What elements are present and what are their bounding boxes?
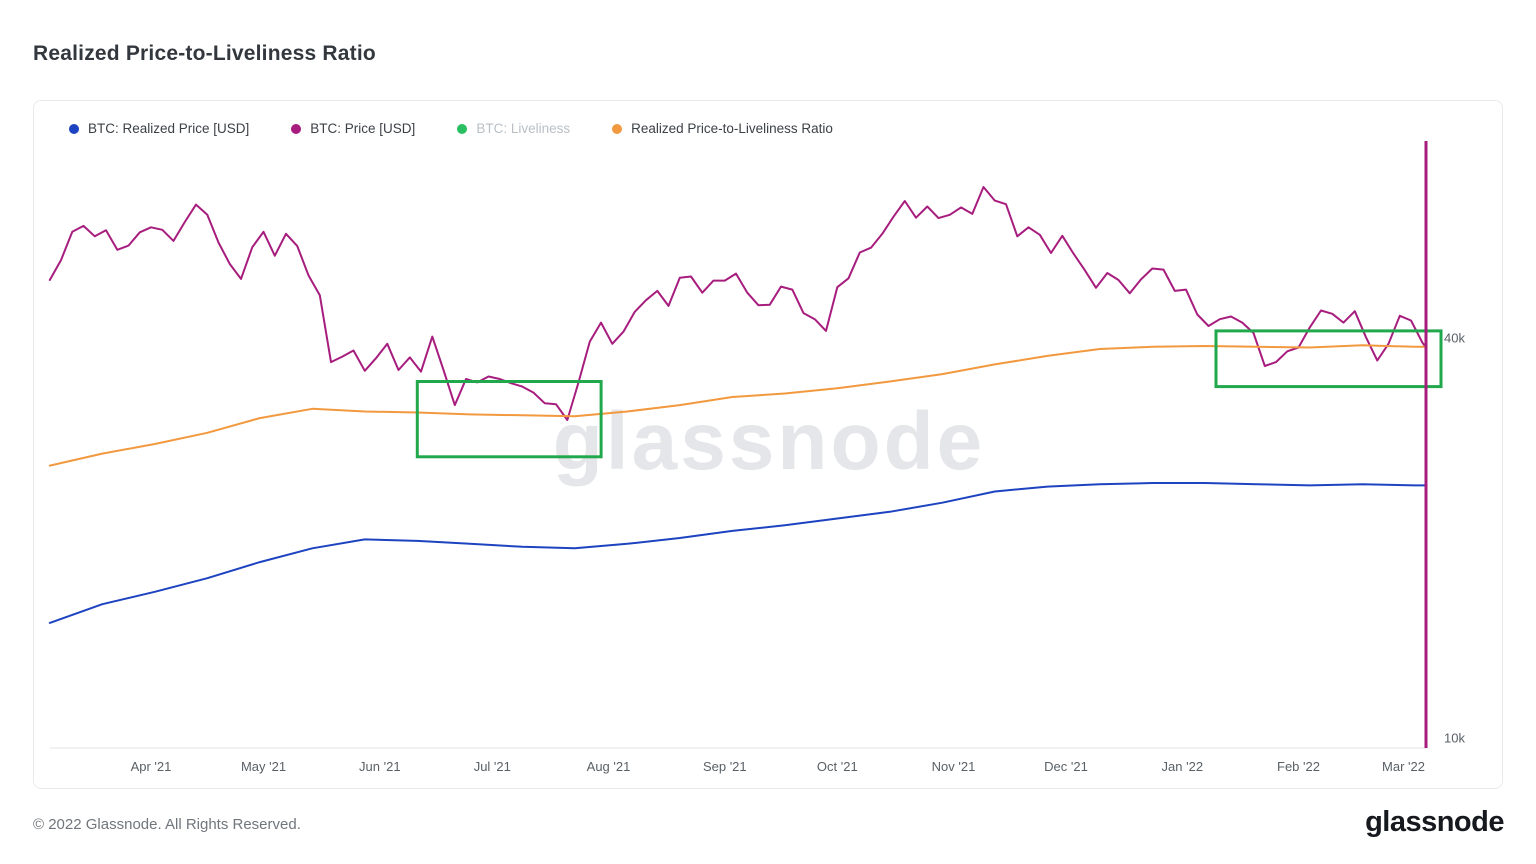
y-tick-label: 40k (1444, 331, 1465, 346)
x-tick-label: Jun '21 (359, 759, 401, 774)
legend-label-price: BTC: Price [USD] (310, 121, 416, 136)
x-tick-label: Oct '21 (817, 759, 858, 774)
chart-card: BTC: Realized Price [USD] BTC: Price [US… (33, 100, 1503, 789)
legend-item-price[interactable]: BTC: Price [USD] (291, 121, 415, 136)
series-line-btc-price (48, 186, 1427, 421)
legend-label-liveliness: BTC: Liveliness (476, 121, 571, 136)
legend-marker-icon (291, 123, 302, 134)
legend-item-realized-price[interactable]: BTC: Realized Price [USD] (69, 121, 249, 136)
legend-marker-icon (612, 123, 623, 134)
legend-marker-icon (457, 123, 468, 134)
chart-canvas[interactable]: glassnode Apr '21 May '21 Jun '21 Jul '21 Aug… (34, 101, 1504, 790)
footer-copyright: © 2022 Glassnode. All Rights Reserved. (33, 816, 301, 833)
legend-item-ratio[interactable]: Realized Price-to-Liveliness Ratio (612, 121, 833, 136)
series-line-ratio (48, 344, 1427, 467)
x-tick-label: Mar '22 (1382, 759, 1425, 774)
annotation-highlight-box (415, 380, 603, 459)
legend-marker-icon (69, 123, 79, 134)
x-tick-label: Aug '21 (587, 759, 631, 774)
x-tick-label: Jan '22 (1162, 759, 1204, 774)
y-tick-label: 10k (1444, 731, 1465, 746)
x-tick-label: Sep '21 (703, 759, 747, 774)
glassnode-logo: glassnode (1365, 806, 1504, 838)
x-tick-label: Apr '21 (131, 759, 172, 774)
x-tick-label: Jul '21 (474, 759, 511, 774)
watermark-text: glassnode (553, 396, 986, 487)
annotation-highlight-box (1214, 329, 1443, 389)
legend-label-ratio: Realized Price-to-Liveliness Ratio (631, 121, 833, 136)
legend-item-liveliness[interactable]: BTC: Liveliness (457, 121, 570, 136)
x-tick-label: Feb '22 (1277, 759, 1320, 774)
x-tick-label: May '21 (241, 759, 286, 774)
x-tick-label: Dec '21 (1044, 759, 1088, 774)
series-line-realized-price (48, 482, 1427, 624)
chart-legend: BTC: Realized Price [USD] BTC: Price [US… (69, 121, 833, 136)
x-tick-label: Nov '21 (932, 759, 976, 774)
page-title: Realized Price-to-Liveliness Ratio (33, 42, 376, 65)
legend-label-realized-price: BTC: Realized Price [USD] (88, 121, 250, 136)
